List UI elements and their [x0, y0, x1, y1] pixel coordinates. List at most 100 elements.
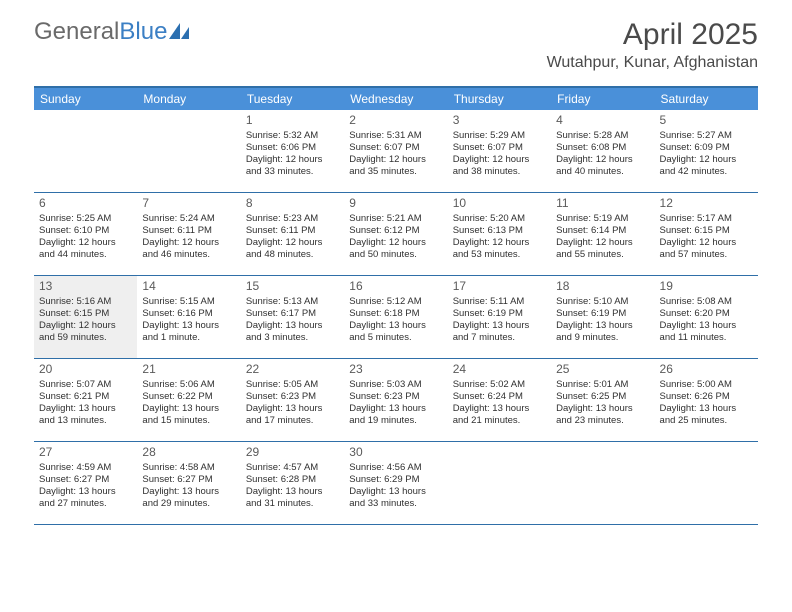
sunrise-text: Sunrise: 5:21 AM — [349, 213, 442, 225]
sunrise-text: Sunrise: 5:11 AM — [453, 296, 546, 308]
sunset-text: Sunset: 6:27 PM — [39, 474, 132, 486]
day-cell-empty — [137, 110, 240, 192]
day-cell: 23Sunrise: 5:03 AMSunset: 6:23 PMDayligh… — [344, 359, 447, 441]
sunset-text: Sunset: 6:19 PM — [556, 308, 649, 320]
daylight-text: Daylight: 13 hours and 13 minutes. — [39, 403, 132, 427]
daylight-text: Daylight: 12 hours and 55 minutes. — [556, 237, 649, 261]
sunset-text: Sunset: 6:15 PM — [39, 308, 132, 320]
day-cell: 9Sunrise: 5:21 AMSunset: 6:12 PMDaylight… — [344, 193, 447, 275]
sunrise-text: Sunrise: 5:02 AM — [453, 379, 546, 391]
weekday-header: Friday — [551, 88, 654, 110]
week-row: 27Sunrise: 4:59 AMSunset: 6:27 PMDayligh… — [34, 442, 758, 525]
day-cell: 8Sunrise: 5:23 AMSunset: 6:11 PMDaylight… — [241, 193, 344, 275]
daylight-text: Daylight: 13 hours and 31 minutes. — [246, 486, 339, 510]
sunrise-text: Sunrise: 5:29 AM — [453, 130, 546, 142]
sunset-text: Sunset: 6:21 PM — [39, 391, 132, 403]
daylight-text: Daylight: 12 hours and 38 minutes. — [453, 154, 546, 178]
day-number: 27 — [39, 445, 132, 460]
sunset-text: Sunset: 6:07 PM — [349, 142, 442, 154]
weekday-header: Wednesday — [344, 88, 447, 110]
day-cell-empty — [551, 442, 654, 524]
daylight-text: Daylight: 13 hours and 33 minutes. — [349, 486, 442, 510]
sunrise-text: Sunrise: 5:07 AM — [39, 379, 132, 391]
sunset-text: Sunset: 6:10 PM — [39, 225, 132, 237]
week-row: 6 Sunrise: 5:25 AMSunset: 6:10 PM Daylight… — [34, 193, 758, 276]
sunset-text: Sunset: 6:09 PM — [660, 142, 753, 154]
day-number: 11 — [556, 196, 649, 211]
sunset-text: Sunset: 6:07 PM — [453, 142, 546, 154]
day-cell: 10Sunrise: 5:20 AMSunset: 6:13 PMDayligh… — [448, 193, 551, 275]
daylight-text: Daylight: 12 hours and 50 minutes. — [349, 237, 442, 261]
daylight-text: Daylight: 13 hours and 1 minute. — [142, 320, 235, 344]
day-cell: 6Sunrise: 5:25 AMSunset: 6:10 PMDaylight… — [34, 193, 137, 275]
day-cell-empty — [448, 442, 551, 524]
day-number: 23 — [349, 362, 442, 377]
day-cell: 29Sunrise: 4:57 AMSunset: 6:28 PMDayligh… — [241, 442, 344, 524]
day-number: 20 — [39, 362, 132, 377]
daylight-text: Daylight: 12 hours and 35 minutes. — [349, 154, 442, 178]
logo: GeneralBlue — [34, 18, 191, 46]
sunset-text: Sunset: 6:24 PM — [453, 391, 546, 403]
sunset-text: Sunset: 6:28 PM — [246, 474, 339, 486]
sunrise-text: Sunrise: 5:28 AM — [556, 130, 649, 142]
day-number: 7 — [142, 196, 235, 211]
day-number: 21 — [142, 362, 235, 377]
sunrise-text: Sunrise: 5:15 AM — [142, 296, 235, 308]
sunset-text: Sunset: 6:25 PM — [556, 391, 649, 403]
day-cell: 13Sunrise: 5:16 AMSunset: 6:15 PMDayligh… — [34, 276, 137, 358]
sunrise-text: Sunrise: 5:06 AM — [142, 379, 235, 391]
day-number: 17 — [453, 279, 546, 294]
sunset-text: Sunset: 6:12 PM — [349, 225, 442, 237]
day-number: 29 — [246, 445, 339, 460]
week-row: 13Sunrise: 5:16 AMSunset: 6:15 PMDayligh… — [34, 276, 758, 359]
sunset-text: Sunset: 6:06 PM — [246, 142, 339, 154]
sunrise-text: Sunrise: 5:12 AM — [349, 296, 442, 308]
day-cell: 26Sunrise: 5:00 AMSunset: 6:26 PMDayligh… — [655, 359, 758, 441]
day-number: 3 — [453, 113, 546, 128]
sunset-text: Sunset: 6:18 PM — [349, 308, 442, 320]
location-text: Wutahpur, Kunar, Afghanistan — [547, 54, 758, 72]
sunset-text: Sunset: 6:19 PM — [453, 308, 546, 320]
sunrise-text: Sunrise: 4:56 AM — [349, 462, 442, 474]
sunrise-text: Sunrise: 5:01 AM — [556, 379, 649, 391]
sunrise-text: Sunrise: 5:19 AM — [556, 213, 649, 225]
day-number: 15 — [246, 279, 339, 294]
day-number: 12 — [660, 196, 753, 211]
day-cell: 4Sunrise: 5:28 AMSunset: 6:08 PMDaylight… — [551, 110, 654, 192]
sunrise-text: Sunrise: 5:32 AM — [246, 130, 339, 142]
daylight-text: Daylight: 12 hours and 53 minutes. — [453, 237, 546, 261]
day-number: 13 — [39, 279, 132, 294]
daylight-text: Daylight: 12 hours and 48 minutes. — [246, 237, 339, 261]
day-cell: 25Sunrise: 5:01 AMSunset: 6:25 PMDayligh… — [551, 359, 654, 441]
month-title: April 2025 — [547, 18, 758, 52]
sunrise-text: Sunrise: 5:31 AM — [349, 130, 442, 142]
day-number: 2 — [349, 113, 442, 128]
daylight-text: Daylight: 13 hours and 11 minutes. — [660, 320, 753, 344]
day-cell: 7Sunrise: 5:24 AMSunset: 6:11 PMDaylight… — [137, 193, 240, 275]
day-number: 6 — [39, 196, 132, 211]
header: GeneralBlue April 2025 Wutahpur, Kunar, … — [0, 0, 792, 78]
daylight-text: Daylight: 13 hours and 7 minutes. — [453, 320, 546, 344]
sunrise-text: Sunrise: 5:10 AM — [556, 296, 649, 308]
sunrise-text: Sunrise: 5:13 AM — [246, 296, 339, 308]
day-number: 24 — [453, 362, 546, 377]
weekday-header: Thursday — [448, 88, 551, 110]
sunrise-text: Sunrise: 5:27 AM — [660, 130, 753, 142]
logo-text-gray: General — [34, 18, 119, 46]
day-cell: 11 Sunrise: 5:19 AMSunset: 6:14 PMDayligh… — [551, 193, 654, 275]
day-cell: 21Sunrise: 5:06 AMSunset: 6:22 PMDayligh… — [137, 359, 240, 441]
day-cell: 27Sunrise: 4:59 AMSunset: 6:27 PMDayligh… — [34, 442, 137, 524]
day-cell: 19Sunrise: 5:08 AMSunset: 6:20 PMDayligh… — [655, 276, 758, 358]
sunset-text: Sunset: 6:11 PM — [246, 225, 339, 237]
daylight-text: Daylight: 13 hours and 5 minutes. — [349, 320, 442, 344]
day-number: 5 — [660, 113, 753, 128]
day-cell: 16Sunrise: 5:12 AMSunset: 6:18 PMDayligh… — [344, 276, 447, 358]
day-cell: 14Sunrise: 5:15 AMSunset: 6:16 PMDayligh… — [137, 276, 240, 358]
sunset-text: Sunset: 6:23 PM — [349, 391, 442, 403]
sunrise-text: Sunrise: 5:25 AM — [39, 213, 132, 225]
day-cell: 2 Sunrise: 5:31 AMSunset: 6:07 PMDaylight… — [344, 110, 447, 192]
sunrise-text: Sunrise: 5:23 AM — [246, 213, 339, 225]
daylight-text: Daylight: 12 hours and 33 minutes. — [246, 154, 339, 178]
sunset-text: Sunset: 6:14 PM — [556, 225, 649, 237]
sunset-text: Sunset: 6:17 PM — [246, 308, 339, 320]
